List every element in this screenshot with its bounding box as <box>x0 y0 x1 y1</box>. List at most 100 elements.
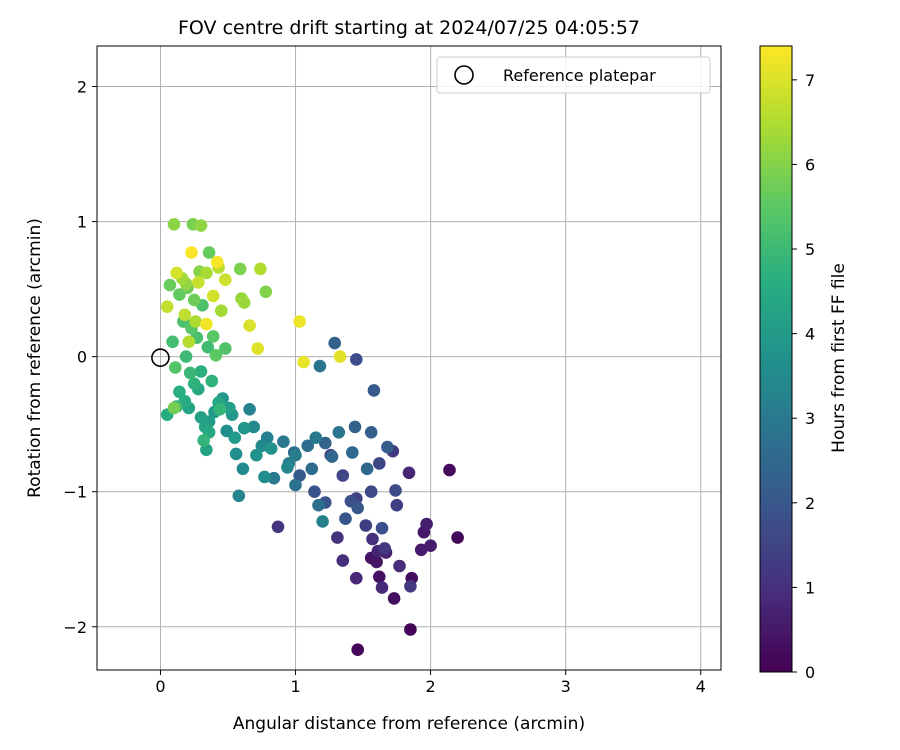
scatter-point-67 <box>281 461 294 474</box>
scatter-point-48 <box>325 450 339 463</box>
colorbar-tick-label-7: 7 <box>805 71 815 90</box>
scatter-point-129 <box>189 315 202 328</box>
x-tick-label-2: 2 <box>426 677 436 696</box>
scatter-point-45 <box>328 336 342 350</box>
scatter-point-98 <box>183 366 197 380</box>
colorbar-ticks: 0 1 2 3 4 5 6 7 <box>792 71 815 682</box>
y-axis-label: Rotation from reference (arcmin) <box>25 218 45 498</box>
scatter-point-95 <box>205 374 219 388</box>
scatter-point-122 <box>194 219 208 232</box>
scatter-point-70 <box>236 462 250 476</box>
scatter-point-39 <box>339 512 352 525</box>
x-tick-label-0: 0 <box>155 677 165 696</box>
scatter-point-72 <box>229 447 243 461</box>
scatter-point-137 <box>206 289 220 303</box>
scatter-point-83 <box>194 411 208 424</box>
scatter-point-10 <box>414 543 428 557</box>
scatter-point-0 <box>404 623 417 636</box>
colorbar-tick-label-0: 0 <box>805 663 815 682</box>
scatter-point-141 <box>333 350 347 363</box>
scatter-point-65 <box>243 403 256 416</box>
scatter-point-58 <box>277 435 290 449</box>
scatter-point-106 <box>219 342 232 355</box>
scatter-point-113 <box>163 278 177 292</box>
x-tick-label-3: 3 <box>561 677 571 696</box>
colorbar: 0 1 2 3 4 5 6 7 Hours from first FF file <box>759 45 849 682</box>
scatter-point-52 <box>301 439 315 453</box>
scatter-point-94 <box>187 377 201 391</box>
scatter-point-142 <box>297 355 310 369</box>
scatter-point-33 <box>389 484 402 497</box>
plot-frame <box>96 45 722 671</box>
scatter-point-16 <box>350 571 363 585</box>
scatter-point-47 <box>319 436 332 450</box>
x-tick-label-4: 4 <box>696 677 706 696</box>
scatter-point-76 <box>237 421 251 435</box>
scatter-point-32 <box>364 485 378 499</box>
y-axis-ticks: 2 1 0 −1 −2 <box>63 78 97 637</box>
scatter-point-146 <box>185 246 198 259</box>
scatter-point-130 <box>254 262 267 276</box>
scatter-point-23 <box>378 542 392 555</box>
scatter-point-144 <box>200 317 213 331</box>
legend-box <box>436 56 711 94</box>
scatter-point-119 <box>259 285 273 299</box>
scatter-point-102 <box>166 335 179 349</box>
x-axis-ticks: 0 1 2 3 4 <box>155 670 706 696</box>
scatter-point-5 <box>387 592 401 605</box>
scatter-point-110 <box>209 349 223 362</box>
chart-title: FOV centre drift starting at 2024/07/25 … <box>178 17 640 39</box>
scatter-point-59 <box>309 431 323 445</box>
legend-open-circle-icon <box>454 65 474 85</box>
x-axis-label: Angular distance from reference (arcmin) <box>233 714 585 734</box>
scatter-point-6 <box>373 570 386 584</box>
scatter-point-96 <box>197 434 210 447</box>
scatter-point-41 <box>293 469 306 482</box>
scatter-point-100 <box>179 350 193 363</box>
scatter-point-31 <box>373 457 386 470</box>
scatter-point-112 <box>202 246 216 259</box>
scatter-point-36 <box>375 521 389 535</box>
scatter-point-93 <box>194 365 208 378</box>
reference-platepar-marker <box>151 348 170 368</box>
scatter-point-131 <box>182 335 196 349</box>
scatter-point-57 <box>332 426 346 439</box>
colorbar-frame <box>759 45 793 673</box>
scatter-point-138 <box>170 266 183 280</box>
y-tick-label-4: −2 <box>63 618 87 637</box>
colorbar-tick-label-6: 6 <box>805 155 815 174</box>
scatter-point-26 <box>359 519 373 532</box>
scatter-point-24 <box>404 580 417 593</box>
scatter-point-2 <box>451 531 464 544</box>
colorbar-tick-label-5: 5 <box>805 240 815 259</box>
scatter-point-140 <box>251 342 264 355</box>
scatter-point-92 <box>173 385 186 399</box>
y-tick-label-3: −1 <box>63 483 87 502</box>
scatter-point-54 <box>312 498 325 512</box>
scatter-point-125 <box>237 296 251 309</box>
scatter-point-109 <box>206 330 220 343</box>
scatter-point-139 <box>243 319 256 332</box>
x-tick-label-1: 1 <box>290 677 300 696</box>
scatter-point-101 <box>201 340 215 354</box>
scatter-point-82 <box>223 401 236 415</box>
scatter-point-134 <box>160 300 174 314</box>
colorbar-tick-label-4: 4 <box>805 325 815 344</box>
scatter-point-40 <box>351 501 365 515</box>
legend: Reference platepar <box>436 56 711 94</box>
scatter-point-143 <box>293 315 306 328</box>
colorbar-tick-label-3: 3 <box>805 409 815 428</box>
scatter-point-42 <box>367 384 381 397</box>
y-tick-label-0: 2 <box>77 78 87 97</box>
colorbar-label: Hours from first FF file <box>829 263 849 453</box>
scatter-point-145 <box>210 255 224 269</box>
scatter-point-79 <box>228 431 242 445</box>
scatter-point-1 <box>351 643 365 656</box>
scatter-point-128 <box>200 266 213 280</box>
scatter-point-12 <box>420 517 433 531</box>
scatter-point-107 <box>169 361 182 374</box>
scatter-point-20 <box>366 532 379 546</box>
scatter-point-64 <box>316 515 329 528</box>
scatter-point-44 <box>364 426 378 439</box>
scatter-point-71 <box>258 470 271 484</box>
